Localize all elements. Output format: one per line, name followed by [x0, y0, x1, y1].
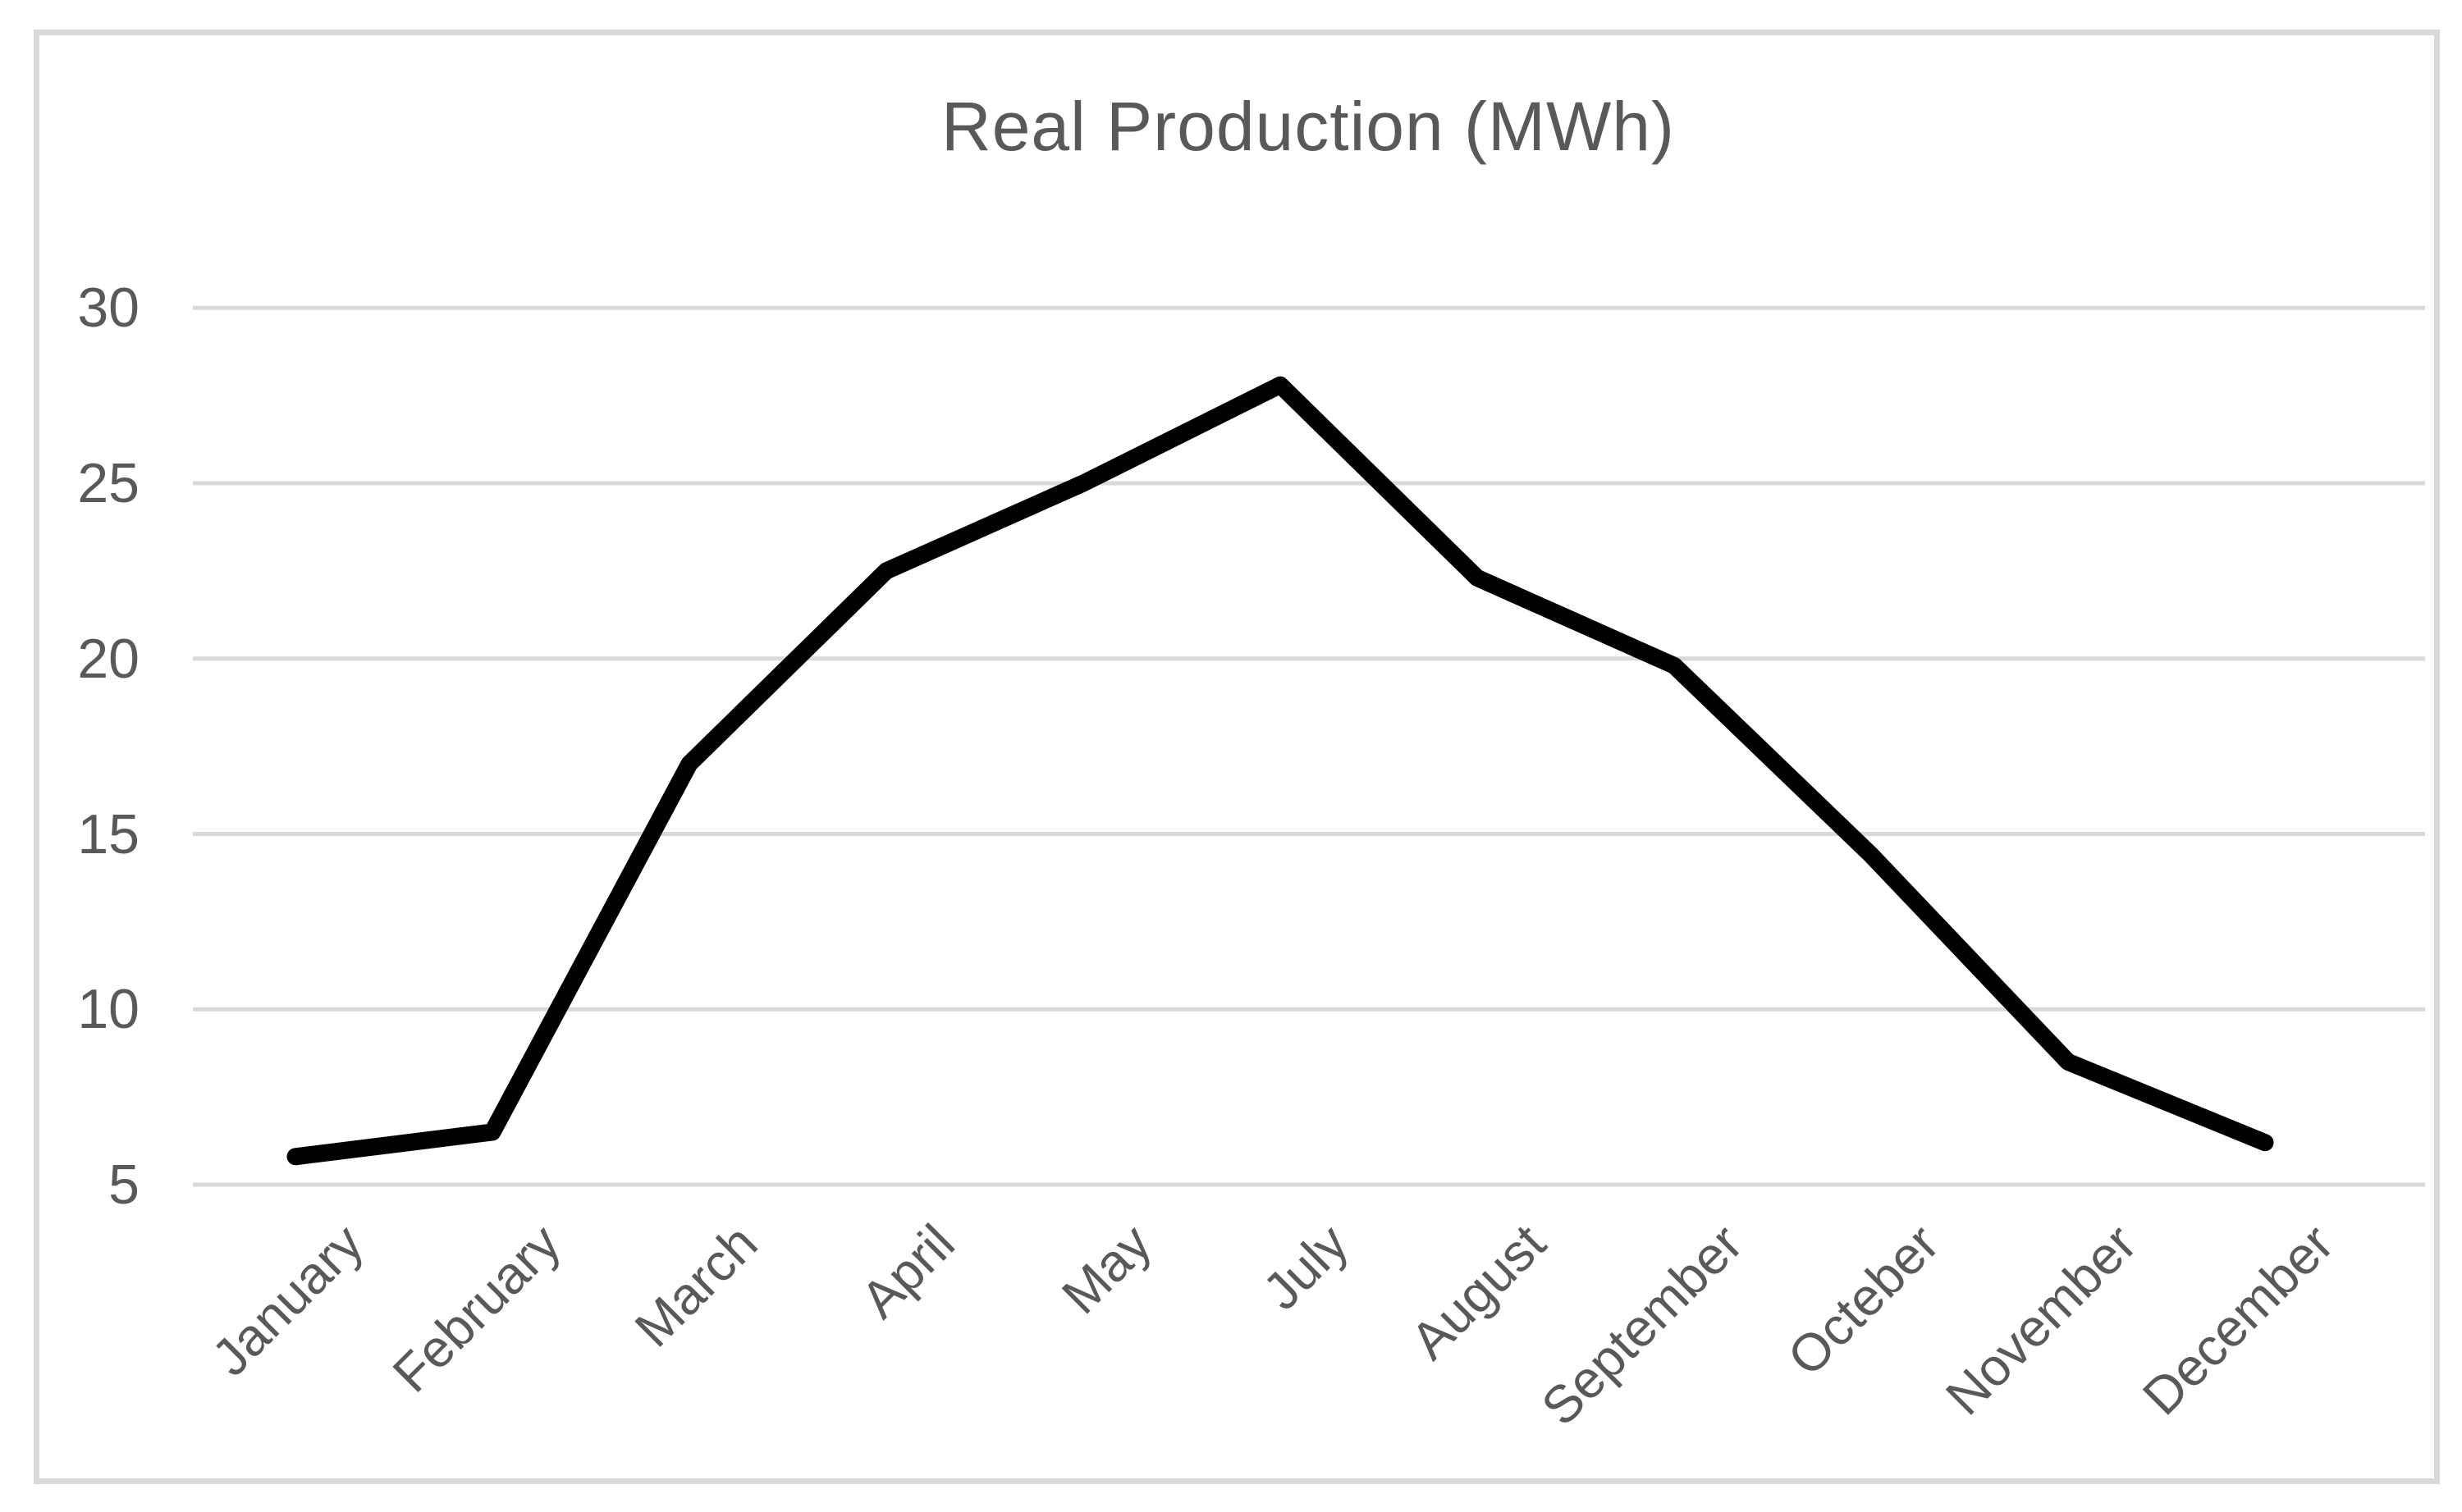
- y-tick-label: 20: [77, 627, 140, 690]
- y-tick-label: 25: [77, 452, 140, 514]
- y-tick-label: 15: [77, 802, 140, 866]
- chart-title: Real Production (MWh): [941, 88, 1675, 165]
- y-tick-label: 5: [108, 1153, 140, 1216]
- chart-frame: [34, 30, 2440, 1484]
- y-tick-label: 10: [77, 978, 140, 1041]
- y-tick-label: 30: [77, 276, 140, 340]
- series-line: [286, 376, 2274, 1166]
